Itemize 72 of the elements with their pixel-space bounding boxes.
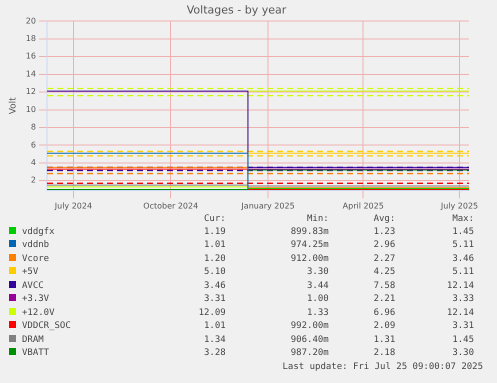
y-tick-label: 4 (30, 158, 36, 168)
text: Max: (451, 214, 475, 226)
text: 992.00m (290, 320, 330, 333)
legend-label: VDDCR_SOC (21, 320, 72, 333)
text: 3.46 (203, 280, 227, 292)
text: Last update: Fri Jul 25 09:00:07 2025 (282, 360, 484, 372)
text: 12.14 (446, 306, 475, 320)
legend-label: AVCC (21, 280, 45, 292)
legend-label: +5V (21, 266, 40, 279)
text: 2.09 (372, 320, 396, 333)
text: 1.45 (451, 226, 475, 238)
text: 3.31 (203, 293, 227, 306)
text: 2.21 (372, 293, 396, 306)
text: 1.01 (203, 239, 227, 252)
text: Cur: (203, 214, 227, 226)
text: 1.33 (306, 306, 330, 320)
text: 2.96 (372, 239, 396, 252)
text: 4.25 (372, 266, 396, 279)
text: 899.83m (290, 226, 330, 238)
y-axis-title: Volt (8, 96, 19, 114)
y-tick-label: 14 (26, 69, 36, 78)
y-tick-label: 20 (26, 16, 36, 26)
x-tick-label: October 2024 (143, 201, 198, 210)
chart-title: Voltages - by year (186, 3, 287, 16)
y-tick-label: 6 (30, 140, 36, 150)
text: 912.00m (290, 252, 330, 266)
text: 2.27 (372, 252, 396, 266)
text: 1.23 (372, 226, 396, 238)
text: 1.45 (451, 334, 475, 346)
text: 974.25m (290, 239, 330, 252)
text: 6.96 (372, 306, 396, 320)
text: 12.09 (198, 306, 227, 320)
text: 3.33 (451, 293, 475, 306)
text: Min: (306, 214, 330, 226)
text: 1.01 (203, 320, 227, 333)
y-tick-label: 2 (30, 176, 36, 185)
text: Avg: (372, 214, 396, 226)
text: 3.30 (451, 347, 475, 360)
x-tick-label: January 2025 (240, 201, 295, 210)
text: 3.44 (306, 280, 330, 292)
text: 987.20m (290, 347, 330, 360)
legend-label: +12.0V (21, 306, 56, 320)
text: 5.10 (203, 266, 227, 279)
y-tick-label: 16 (26, 52, 36, 61)
legend-label: DRAM (21, 334, 45, 346)
text: 3.46 (451, 252, 475, 266)
legend-label: vddnb (21, 239, 50, 252)
text: 1.00 (306, 293, 330, 306)
legend-label: +3.3V (21, 293, 50, 306)
text: 3.30 (306, 266, 330, 279)
text: 3.28 (203, 347, 227, 360)
x-tick-label: July 2024 (54, 201, 92, 210)
text: 3.31 (451, 320, 475, 333)
text: 1.34 (203, 334, 227, 346)
text: 12.14 (446, 280, 475, 292)
y-tick-label: 10 (26, 104, 36, 114)
text: 1.19 (203, 226, 227, 238)
text: 1.20 (203, 252, 227, 266)
text: 7.58 (372, 280, 396, 292)
text: 5.11 (451, 266, 475, 279)
text: 5.11 (451, 239, 475, 252)
legend-label: Vcore (21, 252, 50, 266)
y-tick-label: 8 (30, 122, 36, 132)
y-tick-label: 12 (26, 87, 36, 96)
text: 1.31 (372, 334, 396, 346)
legend-label: VBATT (21, 347, 50, 360)
text: 906.40m (290, 334, 330, 346)
legend-label: vddgfx (21, 226, 56, 238)
x-tick-label: July 2025 (440, 201, 478, 210)
x-tick-label: April 2025 (342, 201, 384, 210)
text: 2.18 (372, 347, 396, 360)
y-tick-label: 18 (26, 34, 36, 43)
